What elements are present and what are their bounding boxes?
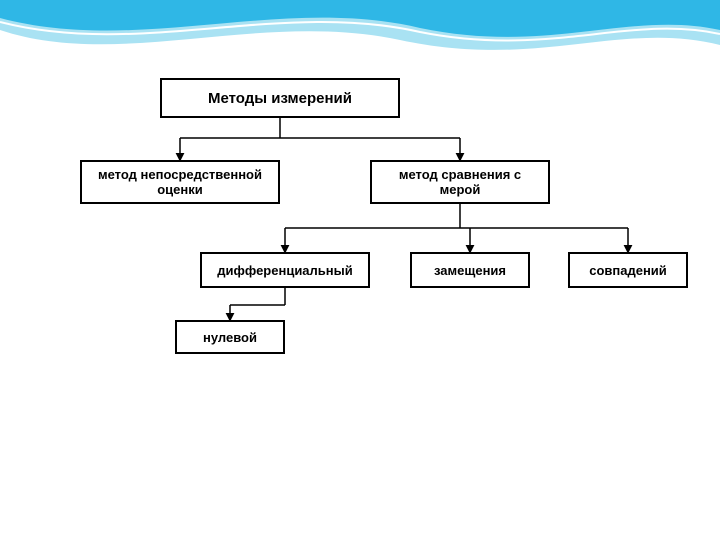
node-zero: нулевой [175, 320, 285, 354]
node-differential: дифференциальный [200, 252, 370, 288]
node-substitution: замещения [410, 252, 530, 288]
node-root: Методы измерений [160, 78, 400, 118]
node-comparison: метод сравнения с мерой [370, 160, 550, 204]
node-coinc-label: совпадений [589, 263, 667, 278]
node-root-label: Методы измерений [208, 90, 352, 107]
node-zero-label: нулевой [203, 330, 257, 345]
node-diff-label: дифференциальный [217, 263, 352, 278]
node-right-label: метод сравнения с мерой [380, 167, 540, 197]
wave-outline [0, 22, 720, 41]
node-left-label: метод непосредственной оценки [90, 167, 270, 197]
wave-light [0, 0, 720, 50]
node-direct-assessment: метод непосредственной оценки [80, 160, 280, 204]
node-coincidence: совпадений [568, 252, 688, 288]
wave-main [0, 0, 720, 37]
node-subst-label: замещения [434, 263, 506, 278]
